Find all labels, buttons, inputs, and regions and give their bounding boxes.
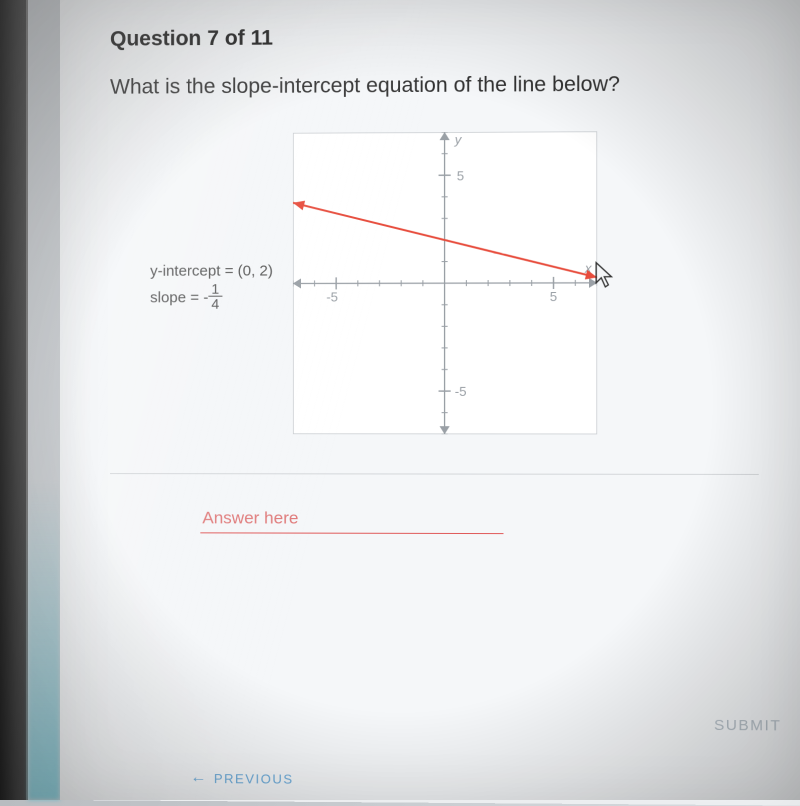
question-prompt: What is the slope-intercept equation of … — [110, 72, 759, 100]
slope-fraction: 14 — [208, 282, 222, 311]
submit-button[interactable]: SUBMIT — [714, 717, 781, 735]
graph-plot: -555-5yx — [293, 131, 597, 434]
screen-glare-edge — [28, 480, 60, 800]
previous-label: PREVIOUS — [214, 771, 294, 787]
figure-row: y-intercept = (0, 2) slope = -14 -555-5y… — [150, 131, 759, 440]
svg-text:-5: -5 — [326, 289, 338, 304]
arrow-left-icon: ← — [190, 769, 208, 787]
svg-text:5: 5 — [457, 168, 464, 183]
device-bezel — [0, 0, 28, 800]
slope-label: slope = -14 — [150, 284, 273, 313]
svg-text:-5: -5 — [455, 384, 467, 399]
question-counter: Question 7 of 11 — [110, 23, 759, 52]
svg-text:5: 5 — [550, 289, 557, 304]
graph-container: -555-5yx — [293, 131, 597, 439]
given-values: y-intercept = (0, 2) slope = -14 — [150, 259, 273, 312]
answer-area — [200, 504, 503, 534]
section-divider — [110, 473, 759, 475]
quiz-page: Question 7 of 11 What is the slope-inter… — [60, 0, 800, 806]
answer-input[interactable] — [200, 504, 503, 534]
previous-button[interactable]: ← PREVIOUS — [190, 769, 293, 788]
